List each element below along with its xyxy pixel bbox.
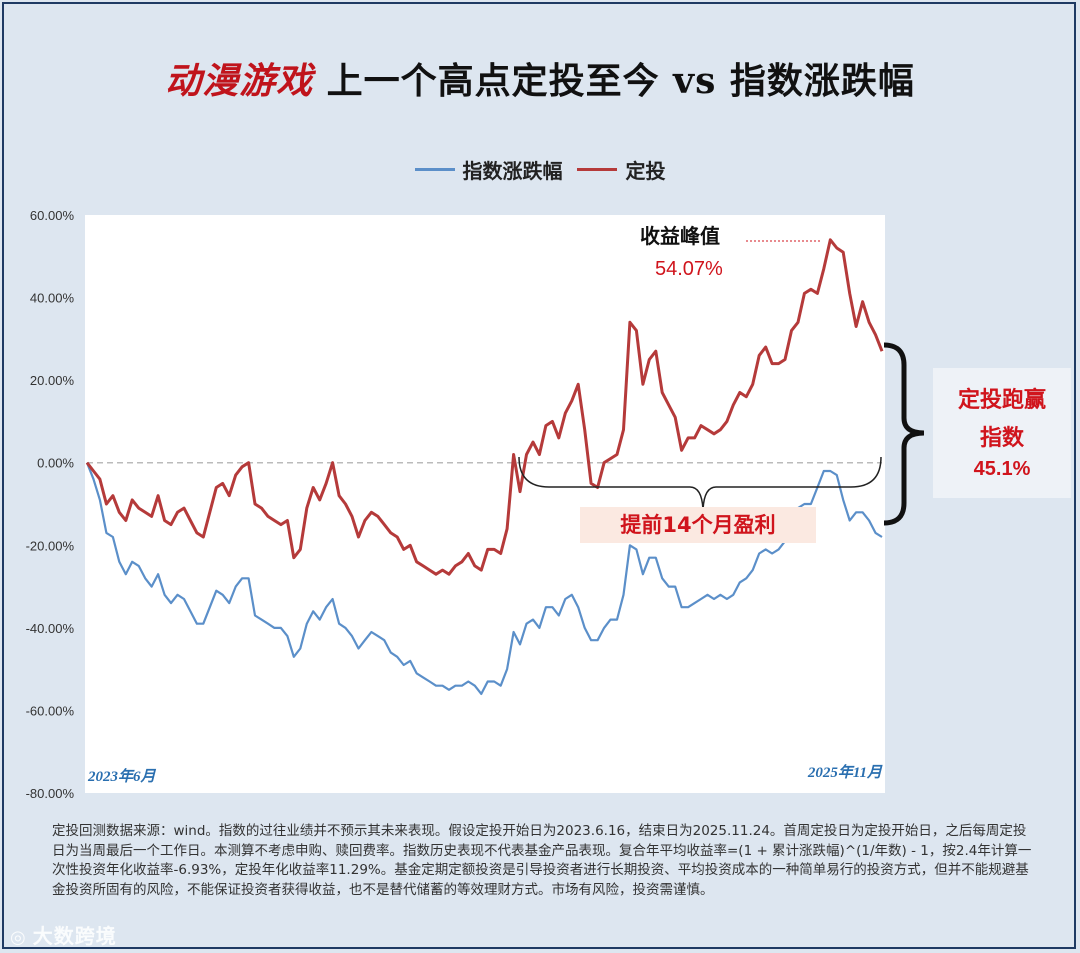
end-date-label: 2025年11月: [807, 763, 883, 781]
title-highlight: 动漫游戏: [165, 60, 314, 102]
chart-legend: 指数涨跌幅 定投: [0, 152, 1080, 184]
watermark: ◎ 大数跨境: [10, 920, 117, 949]
y-tick-label: 40.00%: [30, 291, 75, 306]
legend-item-index: 指数涨跌幅: [414, 155, 563, 184]
outperform-value: 45.1%: [973, 458, 1031, 480]
outperform-line1: 定投跑赢: [957, 388, 1046, 413]
title-rest: 上一个高点定投至今 vs 指数涨跌幅: [313, 60, 915, 102]
outperform-callout: 定投跑赢 指数 45.1%: [933, 368, 1071, 498]
legend-label-index: 指数涨跌幅: [462, 159, 563, 183]
legend-swatch-dca: [577, 168, 618, 171]
outperform-brace: [883, 342, 925, 526]
y-tick-label: 20.00%: [30, 373, 75, 388]
series-line-dca: [85, 238, 884, 576]
y-tick-label: -60.00%: [26, 703, 75, 718]
y-tick-label: -80.00%: [26, 786, 75, 801]
series-line-index: [85, 462, 883, 696]
legend-item-dca: 定投: [577, 155, 665, 184]
y-tick-label: -20.00%: [26, 538, 75, 553]
legend-label-dca: 定投: [625, 159, 666, 183]
early-profit-callout: 提前14个月盈利: [580, 507, 816, 543]
y-axis-ticks: 60.00% 40.00% 20.00% 0.00% -20.00% -40.00% -60…: [26, 208, 75, 801]
legend-swatch-index: [414, 168, 455, 171]
watermark-text: 大数跨境: [32, 924, 117, 948]
peak-label: 收益峰值: [640, 224, 720, 248]
start-date-label: 2023年6月: [87, 767, 157, 785]
y-tick-label: 60.00%: [30, 208, 75, 223]
outperform-line2: 指数: [979, 426, 1024, 451]
y-tick-label: 0.00%: [37, 456, 74, 471]
series-group: [85, 238, 884, 696]
peak-value: 54.07%: [655, 258, 723, 280]
y-tick-label: -40.00%: [26, 621, 75, 636]
plot-area: [85, 215, 885, 793]
footnote: 定投回测数据来源：wind。指数的过往业绩并不预示其未来表现。假设定投开始日为2…: [52, 823, 1032, 898]
chart-title: 动漫游戏 上一个高点定投至今 vs 指数涨跌幅: [0, 52, 1080, 104]
watermark-logo-icon: ◎: [10, 927, 27, 948]
